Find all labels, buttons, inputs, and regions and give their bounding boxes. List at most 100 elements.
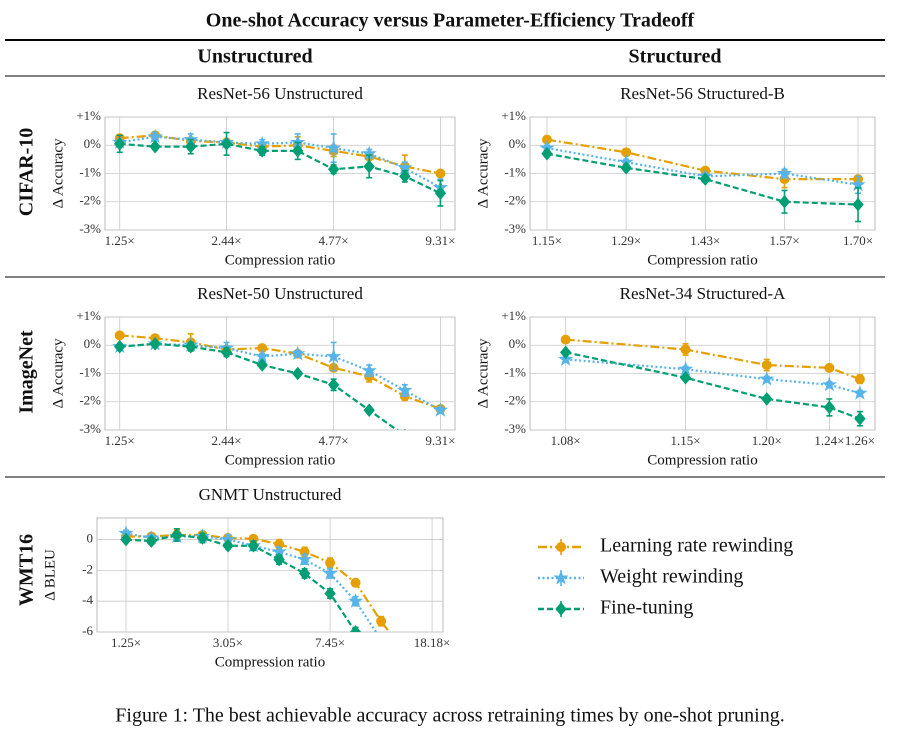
marker: [114, 137, 126, 151]
x-axis-label: Compression ratio: [215, 654, 325, 670]
marker: [854, 411, 866, 426]
x-tick-label: 1.70×: [843, 233, 873, 248]
x-tick-label: 3.05×: [213, 635, 243, 650]
marker: [854, 374, 865, 385]
x-tick-label: 4.77×: [319, 233, 349, 248]
chart-title: ResNet-56 Structured-B: [620, 84, 785, 103]
marker: [560, 345, 572, 360]
y-tick-label: +1%: [501, 108, 526, 123]
y-tick-label: -1%: [504, 364, 526, 379]
marker: [114, 330, 125, 341]
y-tick-label: +1%: [501, 308, 526, 323]
chart-title: GNMT Unstructured: [199, 485, 342, 504]
marker: [432, 402, 449, 417]
marker: [679, 370, 692, 385]
marker: [220, 345, 233, 360]
y-tick-label: -2%: [79, 393, 101, 408]
x-tick-label: 18.18×: [414, 635, 451, 650]
y-tick-label: -6: [82, 623, 93, 638]
chart-title: ResNet-56 Unstructured: [197, 84, 363, 103]
marker: [434, 186, 447, 201]
row-label: ImageNet: [16, 330, 38, 414]
marker: [273, 552, 285, 567]
x-tick-label: 1.24×: [814, 433, 844, 448]
row-label: CIFAR-10: [16, 128, 38, 217]
column-header: Structured: [629, 46, 722, 68]
marker: [553, 569, 569, 585]
series-line: [565, 351, 861, 420]
y-tick-label: 0: [87, 531, 94, 546]
x-axis-label: Compression ratio: [225, 452, 335, 468]
marker: [699, 172, 711, 186]
y-tick-label: -2%: [79, 193, 101, 208]
y-tick-label: +1%: [76, 108, 101, 123]
series-line: [119, 342, 441, 412]
series-line: [565, 338, 861, 381]
figure-title: One-shot Accuracy versus Parameter-Effic…: [206, 10, 695, 32]
chart-title: ResNet-34 Structured-A: [620, 284, 786, 303]
marker: [556, 542, 566, 552]
y-tick-label: 0%: [84, 336, 102, 351]
marker: [397, 382, 413, 397]
plot-area: [539, 134, 866, 223]
x-tick-label: 1.57×: [769, 233, 799, 248]
marker: [376, 657, 386, 669]
x-tick-label: 1.15×: [671, 433, 701, 448]
marker: [185, 339, 197, 354]
chart-title: ResNet-50 Unstructured: [197, 284, 363, 303]
y-axis-label: Δ Accuracy: [50, 138, 66, 209]
y-axis-label: Δ Accuracy: [475, 138, 491, 209]
marker: [403, 428, 406, 430]
y-tick-label: -3%: [504, 421, 526, 436]
marker: [256, 144, 268, 158]
marker: [555, 602, 567, 616]
marker: [541, 146, 553, 161]
marker: [196, 531, 209, 545]
marker: [435, 168, 446, 179]
error-bar: [404, 650, 410, 659]
y-tick-label: -2%: [504, 193, 526, 208]
marker: [325, 348, 342, 364]
y-axis-label: Δ BLEU: [42, 549, 58, 601]
marker: [776, 165, 793, 180]
x-tick-label: 9.31×: [425, 433, 455, 448]
marker: [759, 371, 775, 386]
marker: [147, 128, 163, 144]
marker: [171, 528, 183, 542]
marker: [325, 140, 342, 155]
marker: [327, 162, 340, 177]
marker: [852, 197, 864, 212]
x-tick-label: 1.25×: [111, 635, 141, 650]
marker: [761, 360, 772, 371]
marker: [324, 586, 336, 601]
marker: [823, 400, 836, 415]
y-tick-label: 0%: [84, 136, 102, 151]
x-tick-label: 1.29×: [611, 233, 641, 248]
marker: [145, 534, 157, 548]
caption: Figure 1: The best achievable accuracy a…: [115, 705, 784, 727]
y-tick-label: -1%: [504, 164, 526, 179]
x-tick-label: 7.45×: [315, 635, 345, 650]
marker: [222, 538, 234, 553]
plot-area: [112, 128, 449, 207]
error-bar: [378, 658, 384, 667]
row-label: WMT16: [16, 534, 38, 606]
x-tick-label: 1.25×: [105, 233, 135, 248]
marker: [185, 139, 197, 154]
x-tick-label: 1.43×: [690, 233, 720, 248]
marker: [149, 139, 161, 154]
y-tick-label: -4: [82, 592, 93, 607]
marker: [350, 577, 361, 588]
marker: [852, 385, 868, 400]
marker: [824, 362, 835, 373]
x-tick-label: 1.26×: [845, 433, 875, 448]
series-line: [119, 135, 441, 189]
marker: [114, 339, 126, 354]
series-line: [119, 334, 441, 410]
x-tick-label: 2.44×: [211, 233, 241, 248]
marker: [361, 362, 377, 378]
marker: [292, 366, 304, 381]
x-tick-label: 2.44×: [211, 433, 241, 448]
x-axis-label: Compression ratio: [225, 252, 335, 268]
marker: [778, 194, 791, 209]
